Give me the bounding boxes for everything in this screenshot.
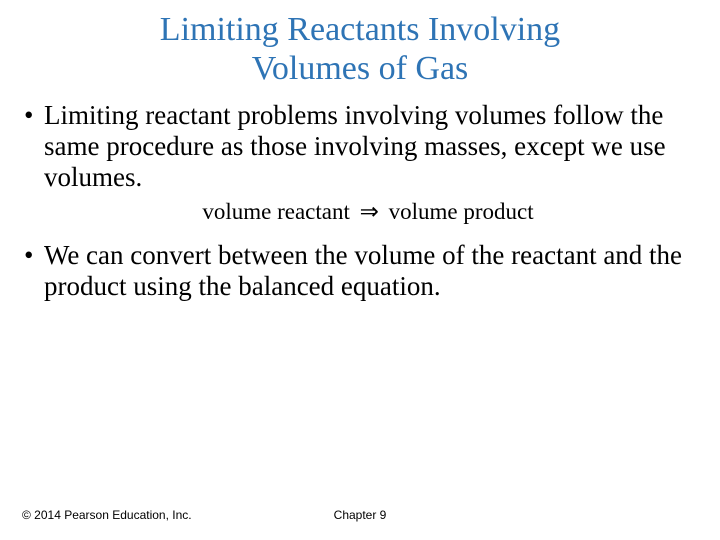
bullet-text-2: We can convert between the volume of the… — [44, 240, 682, 301]
bullet-item-1: Limiting reactant problems involving vol… — [44, 100, 692, 226]
slide: Limiting Reactants Involving Volumes of … — [0, 0, 720, 540]
bullet-list: Limiting reactant problems involving vol… — [20, 100, 700, 302]
footer-chapter: Chapter 9 — [334, 508, 387, 522]
expression-left: volume reactant — [202, 199, 350, 224]
expression-right: volume product — [389, 199, 534, 224]
arrow-icon: ⇒ — [356, 199, 383, 225]
slide-title: Limiting Reactants Involving Volumes of … — [20, 10, 700, 88]
bullet-item-2: We can convert between the volume of the… — [44, 240, 692, 302]
expression-line: volume reactant ⇒ volume product — [44, 199, 692, 225]
bullet-text-1: Limiting reactant problems involving vol… — [44, 100, 666, 192]
footer-copyright: © 2014 Pearson Education, Inc. — [22, 508, 192, 522]
title-line-2: Volumes of Gas — [252, 50, 469, 87]
title-line-1: Limiting Reactants Involving — [160, 11, 560, 48]
